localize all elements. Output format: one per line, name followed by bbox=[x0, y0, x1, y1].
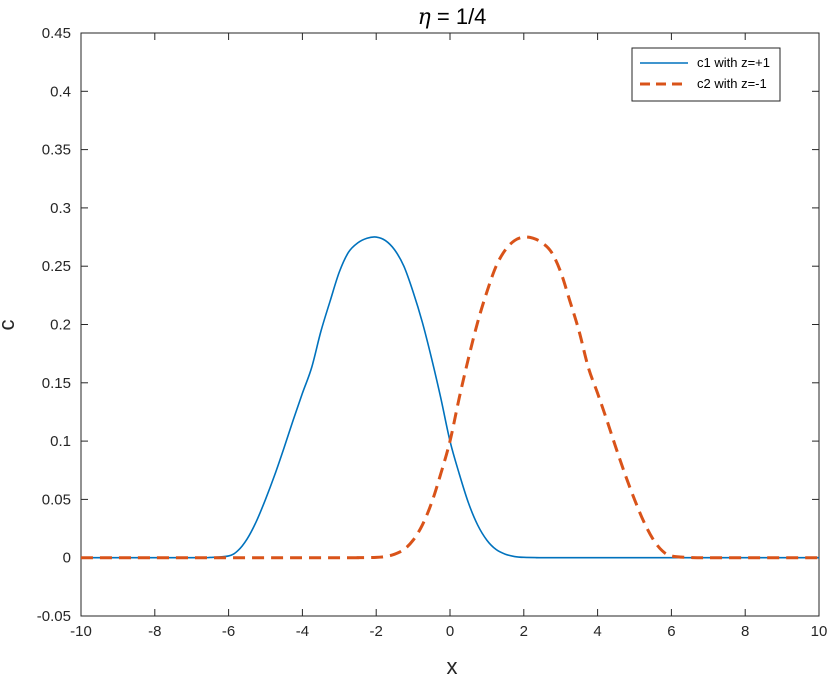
y-tick-label: 0.1 bbox=[50, 433, 71, 450]
y-tick-label: 0.4 bbox=[50, 83, 71, 100]
chart-title: η = 1/4 bbox=[418, 4, 487, 30]
x-tick-label: 4 bbox=[593, 623, 601, 640]
y-tick-label: 0.15 bbox=[42, 375, 71, 392]
y-tick-label: 0.25 bbox=[42, 258, 71, 275]
legend-label-1: c1 with z=+1 bbox=[697, 55, 770, 70]
x-tick-label: 2 bbox=[520, 623, 528, 640]
x-tick-label: -2 bbox=[370, 623, 383, 640]
y-tick-label: -0.05 bbox=[37, 608, 71, 625]
x-tick-label: 10 bbox=[811, 623, 828, 640]
x-axis-label: x bbox=[447, 654, 458, 679]
y-tick-label: 0.35 bbox=[42, 142, 71, 159]
x-tick-label: 8 bbox=[741, 623, 749, 640]
y-tick-label: 0.3 bbox=[50, 200, 71, 217]
x-tick-label: -8 bbox=[148, 623, 161, 640]
legend-label-2: c2 with z=-1 bbox=[697, 76, 767, 91]
legend-box bbox=[631, 47, 781, 102]
series-line-2 bbox=[80, 235, 820, 560]
x-tick-label: -4 bbox=[296, 623, 309, 640]
series-group bbox=[80, 235, 820, 560]
x-tick-label: 0 bbox=[446, 623, 454, 640]
x-tick-label: 6 bbox=[667, 623, 675, 640]
plot-frame bbox=[80, 32, 820, 617]
x-tick-label: -10 bbox=[70, 623, 92, 640]
axes: -10 -8 -6 -4 -2 0 2 4 6 8 10 -0.05 0 0.05 0.1 0.15 0.2 0.… bbox=[37, 25, 828, 640]
y-tick-label: 0.05 bbox=[42, 491, 71, 508]
y-tick-label: 0.45 bbox=[42, 25, 71, 42]
title-rest: = 1/4 bbox=[431, 4, 487, 29]
x-tick-label: -6 bbox=[222, 623, 235, 640]
y-tick-label: 0 bbox=[63, 550, 71, 567]
y-axis-label: c bbox=[0, 320, 19, 331]
series-line-1 bbox=[80, 236, 820, 559]
y-tick-label: 0.2 bbox=[50, 317, 71, 334]
title-symbol: η bbox=[418, 5, 431, 30]
legend: c1 with z=+1 c2 with z=-1 bbox=[631, 47, 781, 102]
